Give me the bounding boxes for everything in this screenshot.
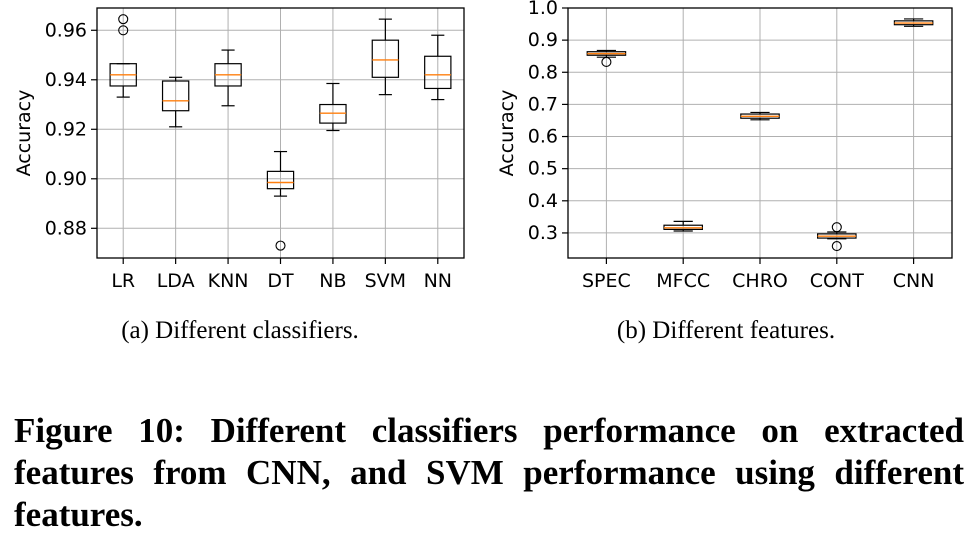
figure-caption: Figure 10: Different classifiers perform… (14, 411, 964, 534)
y-tick-label: 0.92 (45, 118, 87, 140)
x-tick-label: CHRO (732, 270, 788, 292)
subcaption: (b) Different features. (617, 317, 835, 344)
box-dt (266, 150, 295, 251)
y-tick-label: 0.96 (45, 19, 87, 41)
iqr-box (424, 55, 452, 90)
y-axis-label: Accuracy (13, 90, 35, 177)
x-tick-label: MFCC (656, 270, 710, 292)
y-tick-label: 0.3 (528, 222, 558, 244)
chart-b-features: 0.3 0.4 0.5 0.6 0.7 0.8 0.9 1.0 SPEC MFCC CHRO CONT… (496, 0, 953, 344)
box-svm (371, 18, 400, 96)
x-tick-label: LDA (157, 270, 195, 292)
axes-frame (567, 7, 953, 259)
y-tick-label: 0.4 (528, 190, 558, 212)
y-tick-label: 0.88 (45, 217, 87, 239)
y-tick-label: 1.0 (528, 0, 558, 19)
y-tick-label: 0.90 (45, 168, 87, 190)
outlier-point (601, 56, 612, 68)
outlier-point (118, 14, 129, 25)
iqr-box (266, 170, 295, 190)
axes-frame (96, 7, 465, 259)
y-tick-label: 0.94 (45, 69, 87, 91)
x-tick-label: SVM (365, 270, 406, 292)
outlier-point (831, 222, 842, 233)
y-tick-label: 0.7 (528, 93, 558, 115)
x-tick-label: CNN (893, 270, 935, 292)
x-tick-label: SPEC (582, 270, 631, 292)
box-lda (161, 76, 190, 128)
chart-a-classifiers: 0.88 0.90 0.92 0.94 0.96 LR LDA KNN DT NB SVM NN Acc… (13, 7, 465, 344)
box-lr (109, 14, 137, 98)
iqr-box (371, 39, 400, 78)
x-tick-label: DT (267, 270, 294, 292)
box-chro (740, 111, 780, 121)
x-tick-label: NN (424, 270, 452, 292)
y-axis-label: Accuracy (496, 90, 518, 177)
x-tick-label: CONT (810, 270, 864, 292)
y-tick-label: 0.5 (528, 158, 558, 180)
outlier-point (118, 25, 129, 36)
box-knn (214, 49, 242, 107)
x-tick-label: NB (319, 270, 346, 292)
box-cont (816, 222, 857, 252)
y-tick-label: 0.8 (528, 61, 558, 83)
x-tick-label: KNN (208, 270, 249, 292)
x-tick-label: LR (111, 270, 135, 292)
box-cnn (893, 18, 934, 27)
y-tick-label: 0.6 (528, 126, 558, 148)
box-nb (319, 82, 347, 132)
iqr-box (161, 80, 190, 112)
box-mfcc (663, 220, 704, 232)
y-tick-label: 0.9 (528, 29, 558, 51)
box-nn (424, 34, 452, 101)
outlier-point (831, 241, 842, 252)
subcaption: (a) Different classifiers. (121, 317, 359, 344)
box-spec (586, 49, 627, 68)
outlier-point (275, 240, 286, 251)
